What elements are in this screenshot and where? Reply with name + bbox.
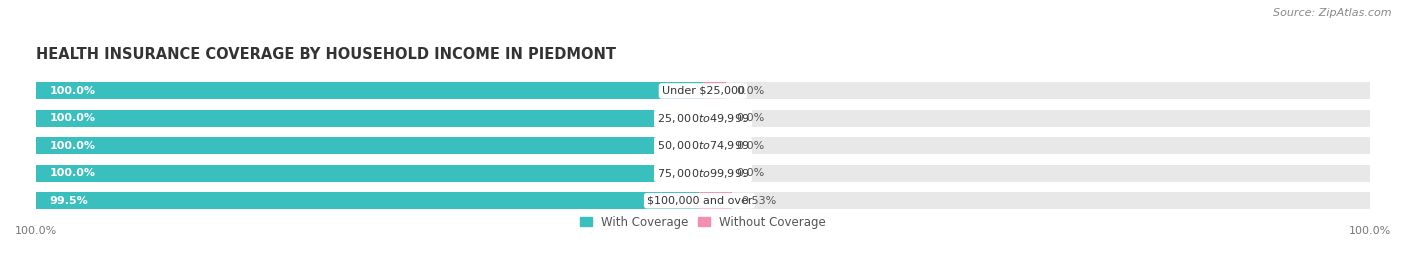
Bar [37,192,1369,209]
Text: 0.53%: 0.53% [741,196,778,206]
Text: $50,000 to $74,999: $50,000 to $74,999 [657,139,749,152]
Bar [703,137,727,154]
Text: 100.0%: 100.0% [49,141,96,151]
Text: $100,000 and over: $100,000 and over [647,196,752,206]
Bar [703,110,727,127]
Bar [37,137,1369,154]
Text: 0.0%: 0.0% [737,168,765,178]
Text: 0.0%: 0.0% [737,114,765,123]
Text: 0.0%: 0.0% [737,86,765,96]
Bar [37,110,703,127]
Bar [37,137,703,154]
Bar [703,165,727,182]
Bar [37,192,699,209]
Text: HEALTH INSURANCE COVERAGE BY HOUSEHOLD INCOME IN PIEDMONT: HEALTH INSURANCE COVERAGE BY HOUSEHOLD I… [37,47,616,62]
Bar [37,165,1369,182]
Bar [37,110,1369,127]
Bar [37,83,1369,100]
Bar [37,165,703,182]
Bar [37,83,703,100]
Text: $25,000 to $49,999: $25,000 to $49,999 [657,112,749,125]
Text: 0.0%: 0.0% [737,141,765,151]
Legend: With Coverage, Without Coverage: With Coverage, Without Coverage [575,211,831,233]
Text: 99.5%: 99.5% [49,196,89,206]
Text: Source: ZipAtlas.com: Source: ZipAtlas.com [1274,8,1392,18]
Bar [699,192,731,209]
Bar [703,83,727,100]
Text: $75,000 to $99,999: $75,000 to $99,999 [657,167,749,180]
Text: 100.0%: 100.0% [49,168,96,178]
Text: 100.0%: 100.0% [49,86,96,96]
Text: Under $25,000: Under $25,000 [661,86,745,96]
Text: 100.0%: 100.0% [49,114,96,123]
